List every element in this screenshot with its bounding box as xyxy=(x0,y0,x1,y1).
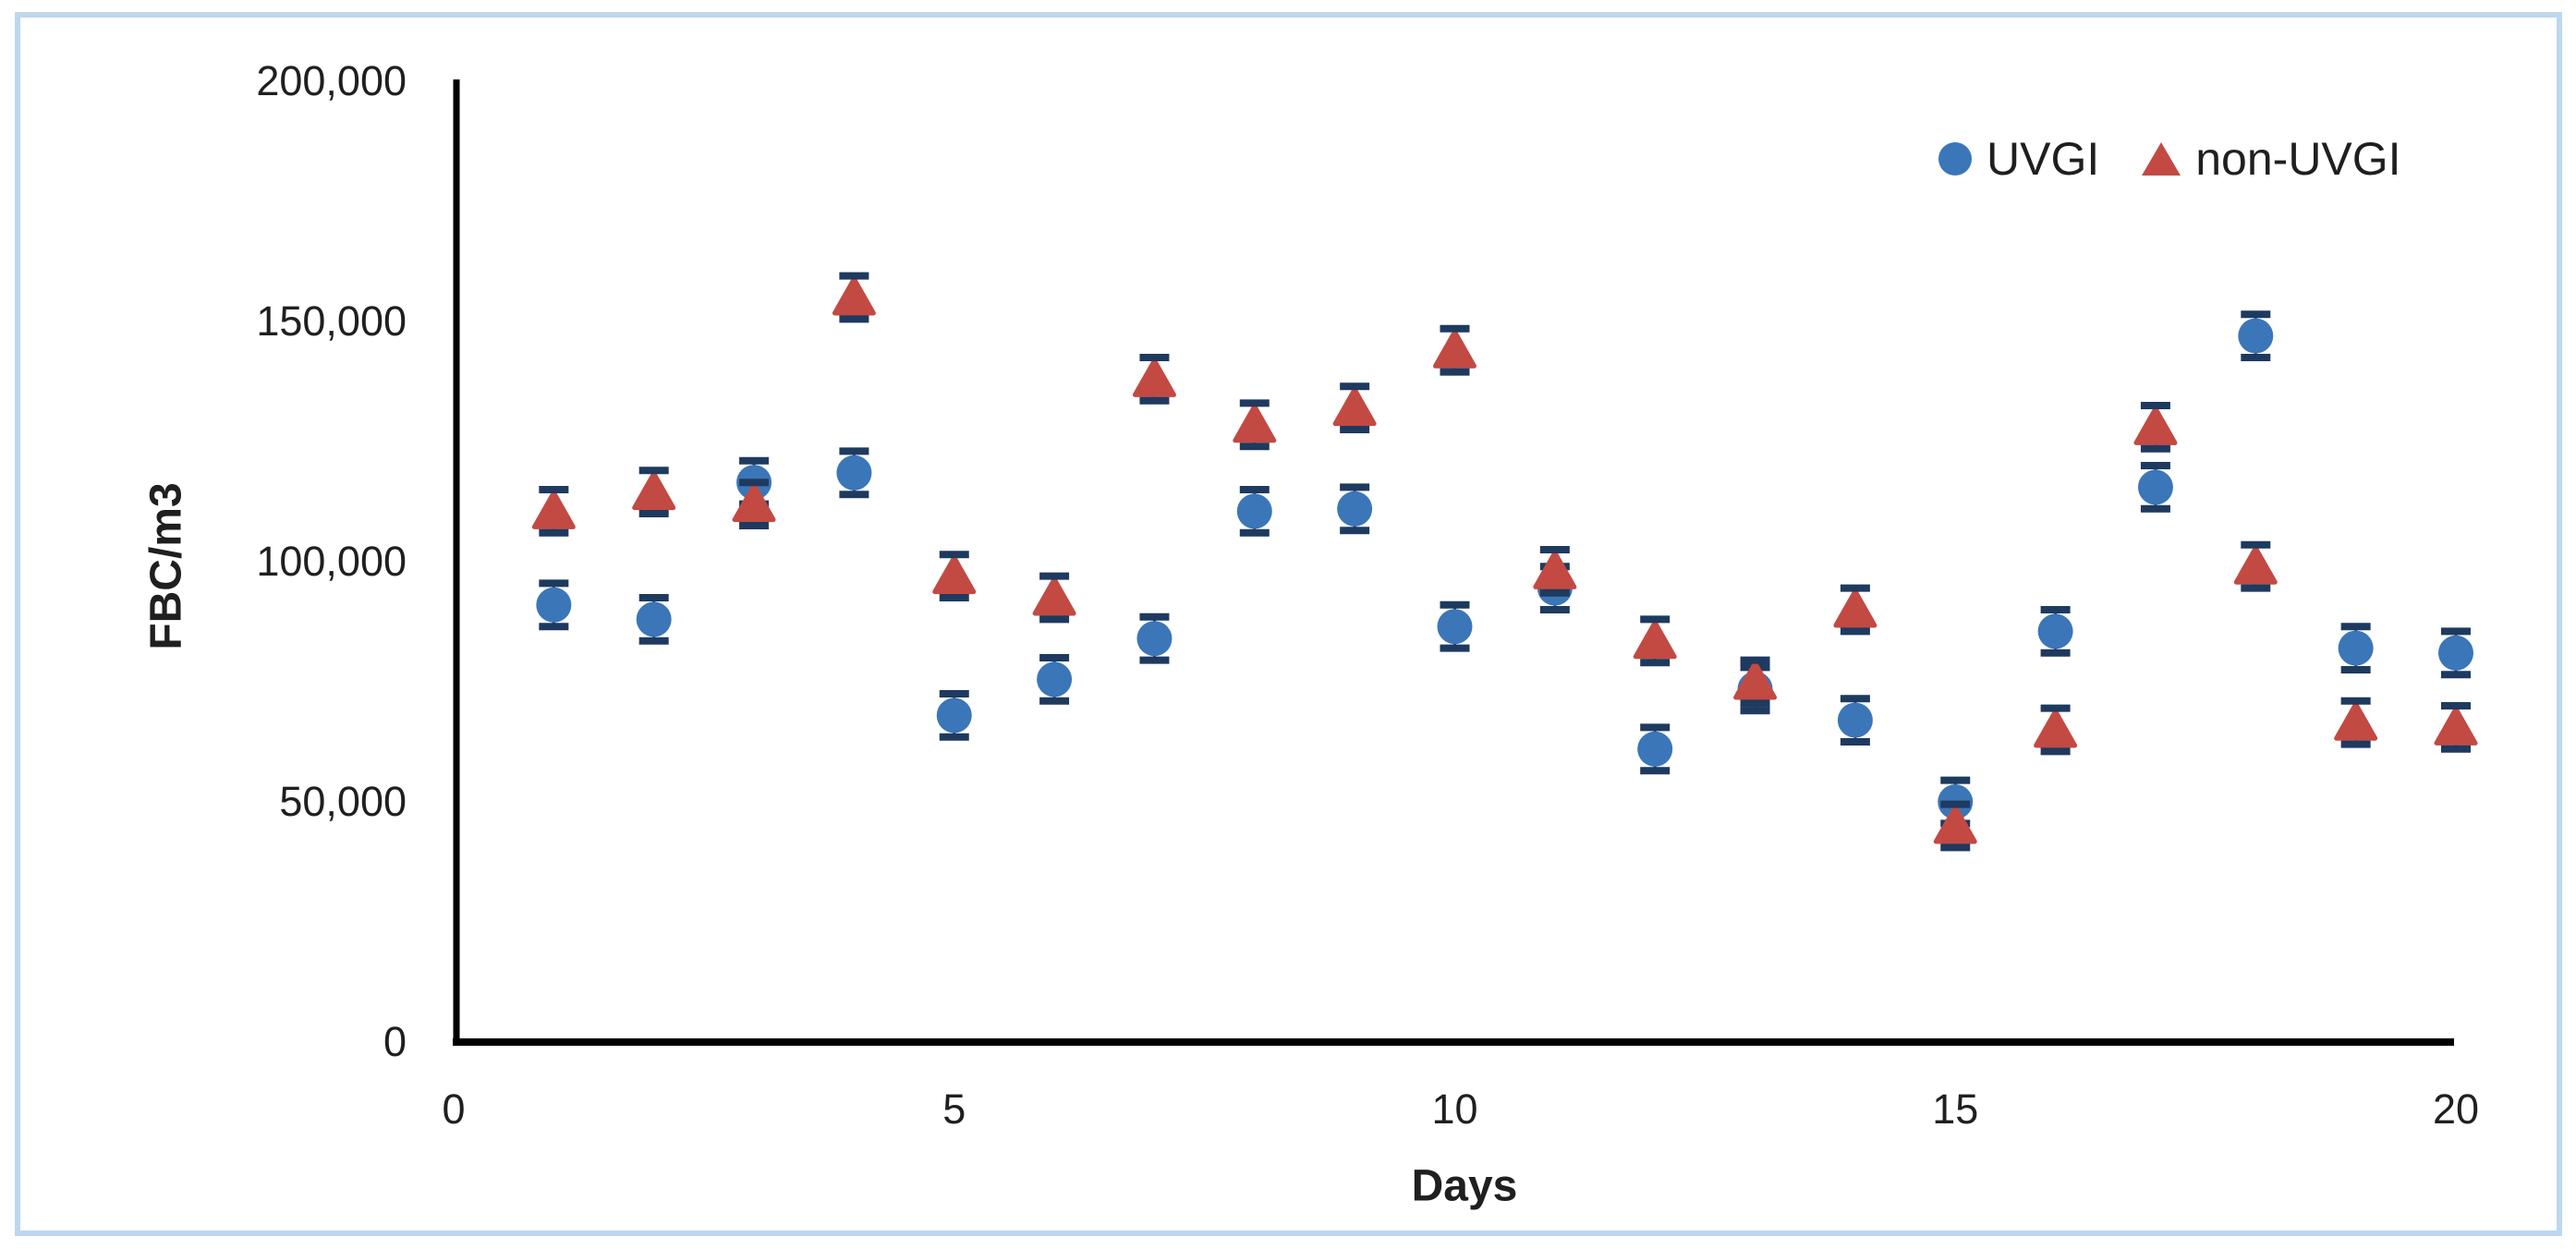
uvgi-circle-icon xyxy=(1938,142,1972,176)
marker-uvgi-day-16 xyxy=(2037,613,2073,649)
marker-non-uvgi-day-19 xyxy=(2334,701,2378,741)
marker-non-uvgi-day-6 xyxy=(1032,576,1076,616)
x-tick-label-5: 5 xyxy=(942,1085,966,1133)
marker-non-uvgi-day-5 xyxy=(932,555,977,595)
marker-uvgi-day-2 xyxy=(636,601,672,637)
marker-uvgi-day-10 xyxy=(1437,609,1473,645)
x-tick-label-10: 10 xyxy=(1431,1085,1478,1133)
marker-non-uvgi-day-8 xyxy=(1233,404,1277,443)
marker-uvgi-day-6 xyxy=(1037,661,1073,697)
marker-uvgi-day-18 xyxy=(2238,318,2274,354)
marker-uvgi-day-19 xyxy=(2338,630,2374,666)
marker-uvgi-day-5 xyxy=(936,697,972,734)
x-axis-title: Days xyxy=(1411,1161,1518,1211)
marker-uvgi-day-1 xyxy=(536,587,572,623)
y-tick-label-0: 0 xyxy=(383,1018,407,1065)
marker-non-uvgi-day-11 xyxy=(1533,550,1577,589)
marker-uvgi-day-8 xyxy=(1236,493,1272,529)
marker-non-uvgi-day-14 xyxy=(1833,588,1877,628)
x-tick-label-0: 0 xyxy=(442,1085,466,1133)
marker-non-uvgi-day-3 xyxy=(732,483,776,523)
legend: UVGI non-UVGI xyxy=(1938,127,2401,190)
x-tick-label-15: 15 xyxy=(1932,1085,1979,1133)
legend-label-non-uvgi: non-UVGI xyxy=(2195,133,2401,185)
marker-non-uvgi-day-13 xyxy=(1733,661,1778,700)
marker-non-uvgi-day-12 xyxy=(1633,620,1677,660)
y-tick-label-200000: 200,000 xyxy=(256,57,407,104)
legend-item-uvgi: UVGI xyxy=(1938,132,2099,186)
marker-non-uvgi-day-2 xyxy=(632,471,676,511)
marker-non-uvgi-day-20 xyxy=(2434,706,2478,746)
y-tick-label-100000: 100,000 xyxy=(256,538,407,585)
marker-uvgi-day-14 xyxy=(1837,702,1873,738)
marker-uvgi-day-7 xyxy=(1136,621,1173,657)
marker-uvgi-day-20 xyxy=(2438,635,2473,671)
marker-non-uvgi-day-16 xyxy=(2034,709,2078,748)
y-tick-label-150000: 150,000 xyxy=(256,297,407,345)
marker-non-uvgi-day-17 xyxy=(2133,406,2178,445)
figure-border xyxy=(15,12,2562,1236)
marker-uvgi-day-4 xyxy=(836,455,872,491)
marker-non-uvgi-day-1 xyxy=(531,490,576,529)
marker-uvgi-day-17 xyxy=(2137,469,2173,505)
marker-non-uvgi-day-7 xyxy=(1132,358,1176,397)
marker-non-uvgi-day-4 xyxy=(832,276,876,316)
y-tick-label-50000: 50,000 xyxy=(279,778,407,825)
marker-uvgi-day-9 xyxy=(1337,491,1373,527)
x-tick-label-20: 20 xyxy=(2432,1085,2480,1133)
y-axis-title: FBC/m3 xyxy=(141,482,191,650)
marker-uvgi-day-12 xyxy=(1637,731,1673,767)
legend-label-uvgi: UVGI xyxy=(1987,133,2100,185)
non-uvgi-triangle-icon xyxy=(2142,142,2181,176)
marker-non-uvgi-day-10 xyxy=(1433,329,1476,369)
marker-non-uvgi-day-15 xyxy=(1933,805,1977,844)
marker-non-uvgi-day-18 xyxy=(2233,545,2278,585)
marker-non-uvgi-day-9 xyxy=(1332,387,1377,427)
legend-item-non-uvgi: non-UVGI xyxy=(2142,132,2401,186)
